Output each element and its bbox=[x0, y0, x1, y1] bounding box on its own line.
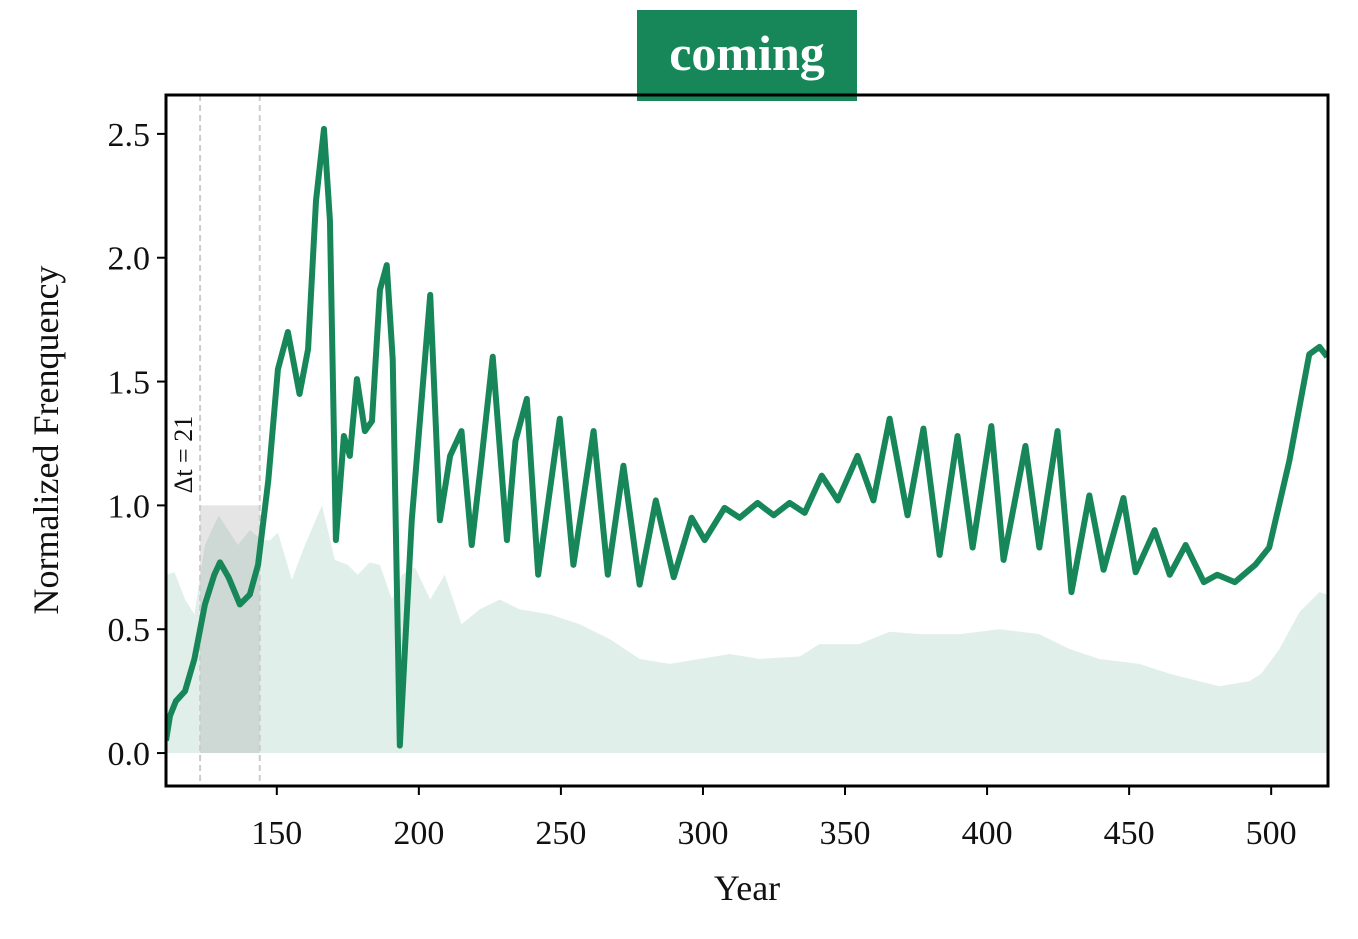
x-tick-label: 450 bbox=[1104, 815, 1155, 852]
line bbox=[166, 125, 1328, 749]
y-tick-label: 1.0 bbox=[108, 488, 151, 525]
plot-frame bbox=[164, 93, 1330, 788]
x-tick-label: 400 bbox=[962, 815, 1013, 852]
x-tick-label: 350 bbox=[820, 815, 871, 852]
annotation: Δt = 21 bbox=[169, 416, 198, 494]
chart-title: coming bbox=[669, 25, 825, 81]
y-tick-label: 2.0 bbox=[108, 241, 151, 278]
area bbox=[166, 505, 1328, 754]
x-tick-label: 150 bbox=[251, 815, 302, 852]
y-tick-label: 1.5 bbox=[108, 365, 151, 402]
y-tick-label: 0.0 bbox=[108, 736, 151, 773]
y-tick-label: 0.5 bbox=[108, 612, 151, 649]
y-tick-label: 2.5 bbox=[108, 117, 151, 154]
x-tick-label: 200 bbox=[393, 815, 444, 852]
title-box bbox=[637, 10, 857, 101]
x-tick-label: 250 bbox=[535, 815, 586, 852]
x-tick-label: 500 bbox=[1246, 815, 1297, 852]
highlight bbox=[200, 505, 260, 754]
x-tick-label: 300 bbox=[677, 815, 728, 852]
y-axis-label: Normalized Frenquency bbox=[26, 266, 66, 615]
x-axis-label: Year bbox=[714, 868, 780, 908]
